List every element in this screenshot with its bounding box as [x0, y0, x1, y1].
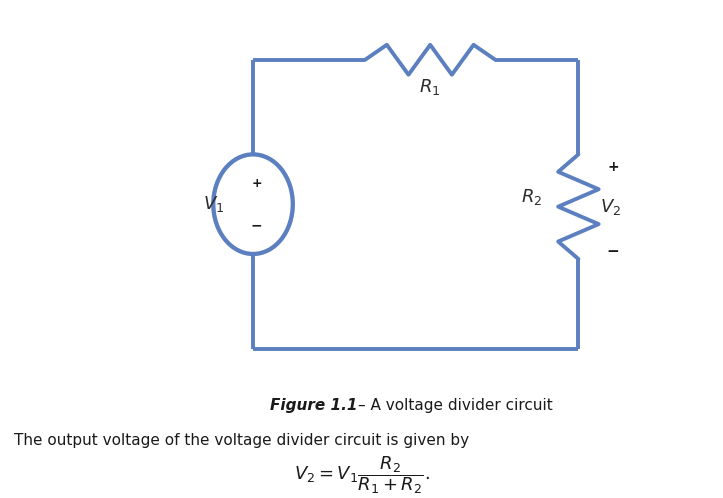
Text: $R_1$: $R_1$ — [419, 77, 441, 97]
Text: $R_2$: $R_2$ — [521, 187, 542, 207]
Text: $V_1$: $V_1$ — [202, 194, 224, 214]
Text: The output voltage of the voltage divider circuit is given by: The output voltage of the voltage divide… — [14, 433, 469, 448]
Text: +: + — [252, 177, 262, 190]
Text: $V_2 = V_1\dfrac{R_2}{R_1+R_2}.$: $V_2 = V_1\dfrac{R_2}{R_1+R_2}.$ — [294, 455, 429, 497]
Text: – A voltage divider circuit: – A voltage divider circuit — [358, 398, 552, 413]
Text: −: − — [251, 218, 262, 232]
Text: −: − — [607, 244, 620, 259]
Text: $V_2$: $V_2$ — [600, 197, 622, 217]
Text: +: + — [607, 160, 619, 174]
Text: Figure 1.1: Figure 1.1 — [270, 398, 358, 413]
